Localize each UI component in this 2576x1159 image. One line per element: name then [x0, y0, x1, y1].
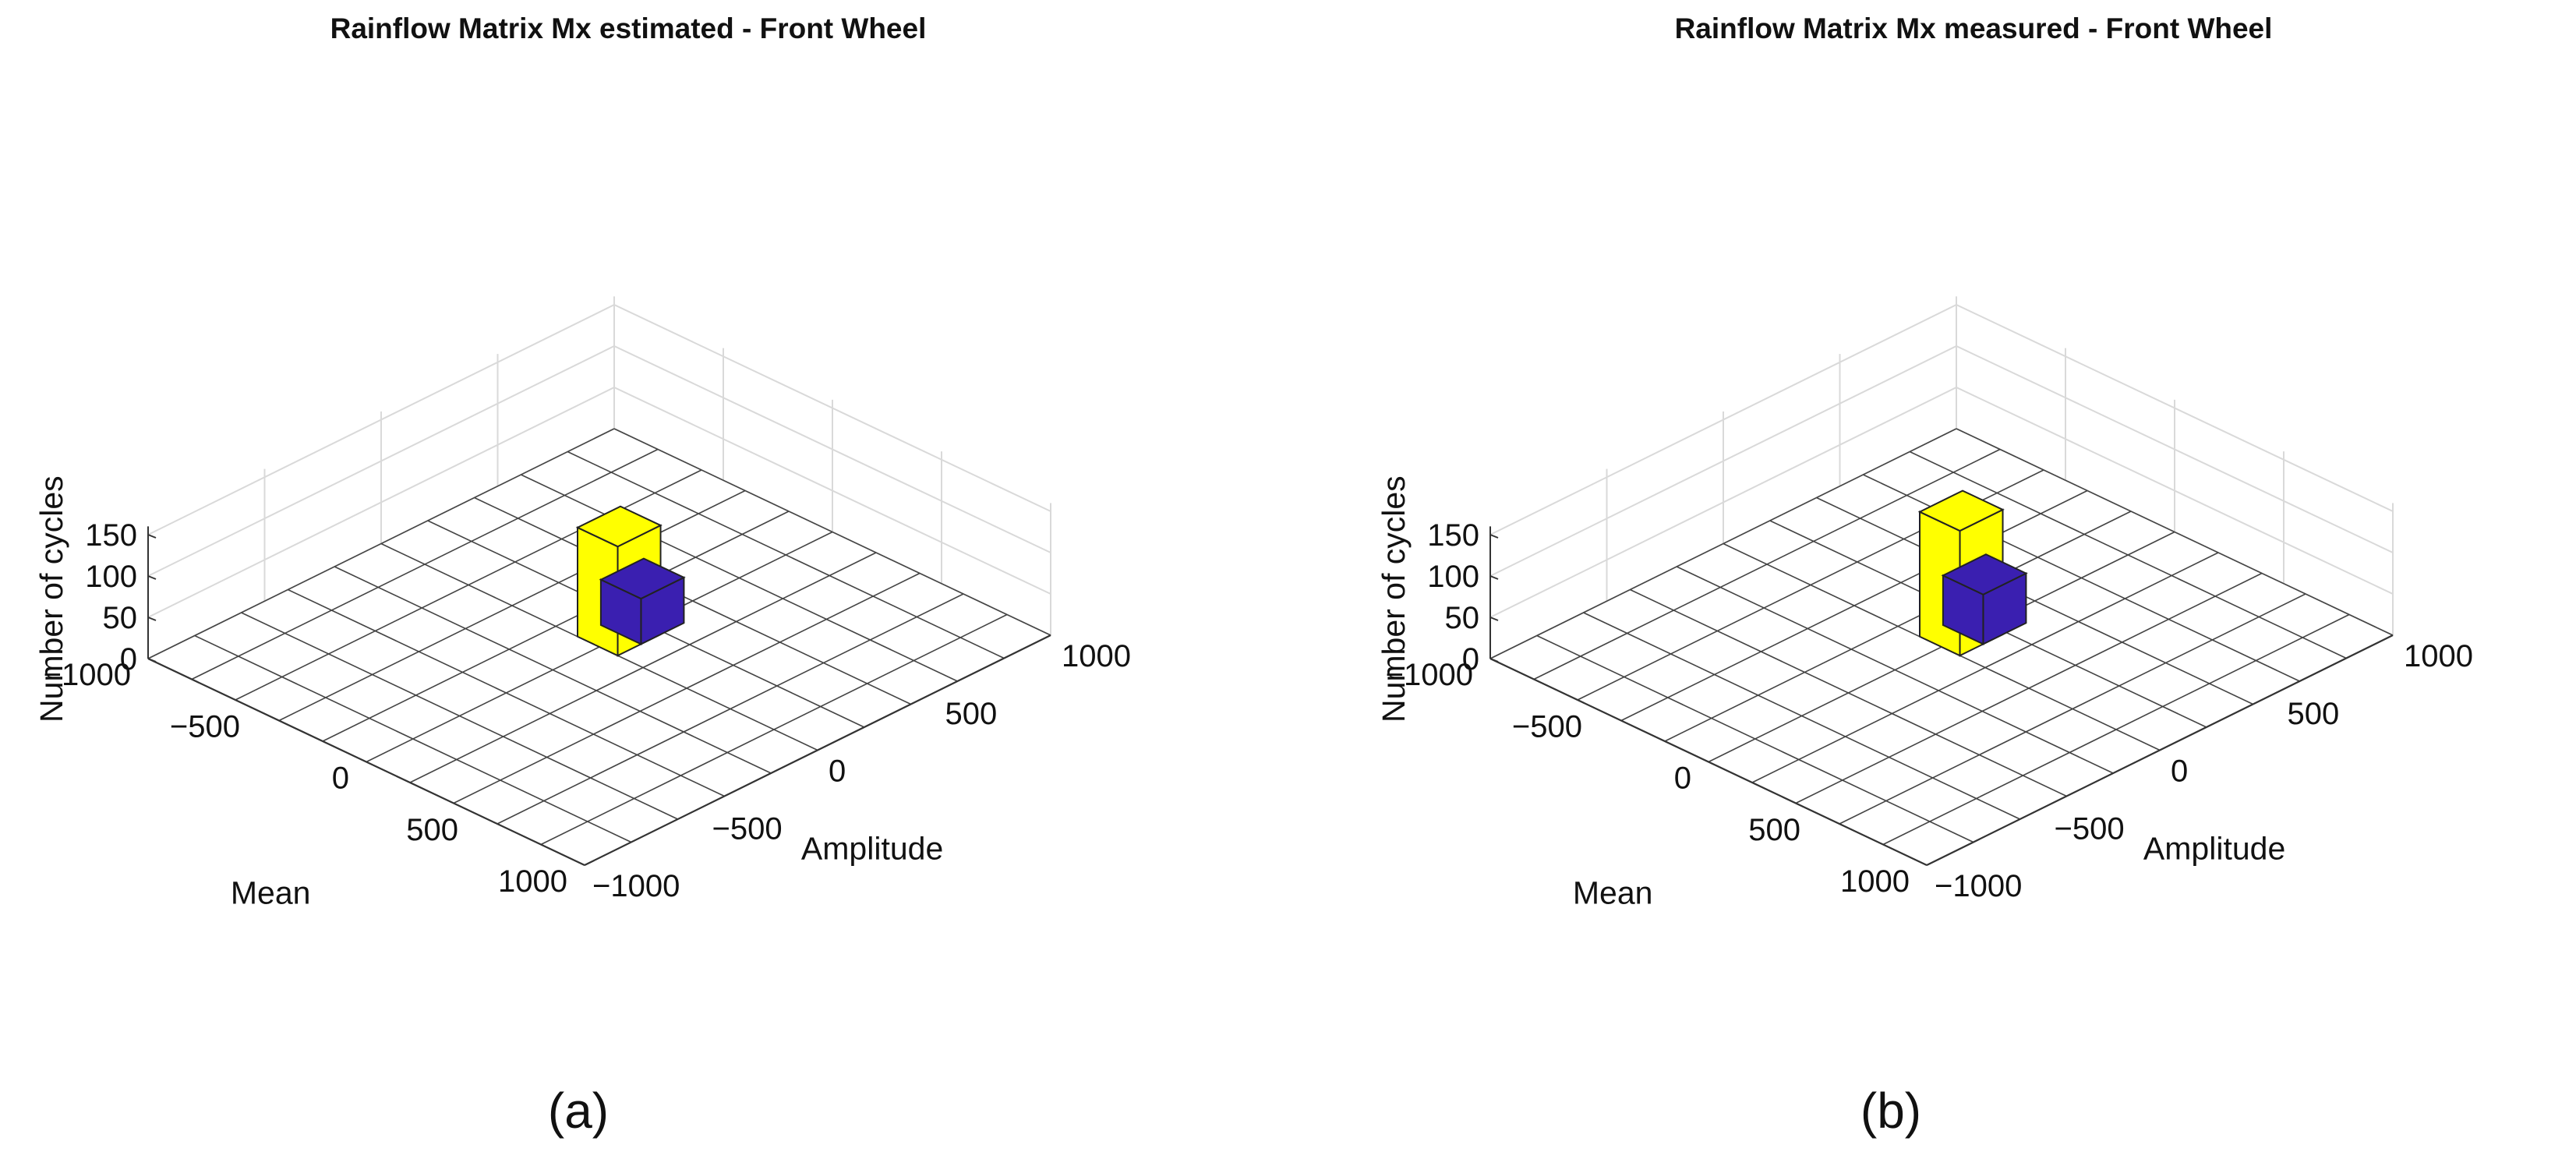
bars	[575, 505, 686, 657]
bar-face-top	[1941, 553, 2028, 595]
amplitude-axis-label: Amplitude	[2143, 830, 2285, 866]
wall-gridline	[1489, 303, 2394, 535]
mean-tick-label: 500	[1748, 813, 1800, 847]
floor-gridline	[1795, 572, 2263, 804]
axes	[147, 526, 1051, 866]
amplitude-tick-label: −500	[2055, 811, 2125, 846]
bar-face-top	[599, 557, 686, 600]
z-axis-label: Number of cycles	[1376, 475, 1412, 723]
floor-gridline	[1882, 613, 2350, 846]
floor-gridline	[1909, 451, 2347, 659]
mean-axis-line	[1489, 658, 1928, 866]
z-tick-mark	[1489, 658, 1499, 663]
wall-gridline	[1489, 386, 2394, 618]
wall-gridline	[147, 386, 1051, 618]
amplitude-tick-label: 1000	[2404, 639, 2473, 673]
bar-face-top	[575, 505, 663, 548]
z-tick-label: 150	[1427, 518, 1479, 553]
chart-panel-measured: 0 50 100 150 −1000 −500 0 500 1000 −1000 −500 0 500 1…	[1376, 12, 2473, 1139]
z-tick-mark	[1489, 575, 1499, 580]
z-tick-mark	[147, 658, 157, 663]
floor-gridline	[1751, 552, 2219, 783]
mean-tick-label: 1000	[1840, 864, 1910, 899]
z-tick-mark	[147, 575, 157, 580]
mean-axis-label: Mean	[231, 875, 311, 910]
floor-gridline	[409, 552, 877, 783]
amplitude-tick-label: 0	[2171, 754, 2188, 789]
amplitude-axis-line	[1926, 634, 2394, 866]
chart-title: Rainflow Matrix Mx estimated - Front Whe…	[330, 12, 927, 44]
floor-gridline	[474, 496, 911, 705]
mean-tick-label: −500	[170, 709, 240, 744]
floor-gridline	[496, 593, 964, 825]
z-tick-mark	[147, 617, 157, 621]
floor-gridline	[521, 474, 958, 682]
amplitude-tick-label: 500	[2288, 697, 2340, 731]
amplitude-tick-label: −1000	[592, 869, 680, 903]
amplitude-tick-label: −1000	[1935, 869, 2022, 903]
mean-tick-label: 0	[332, 761, 349, 796]
z-tick-label: 50	[1445, 601, 1480, 635]
z-tick-label: 100	[1427, 560, 1479, 594]
amplitude-tick-label: 0	[829, 754, 846, 789]
mean-tick-label: 500	[406, 813, 458, 847]
panel-caption: (a)	[548, 1083, 609, 1139]
z-tick-mark	[1489, 534, 1499, 539]
panel-caption: (b)	[1860, 1083, 1921, 1139]
mean-axis-label: Mean	[1573, 875, 1653, 910]
axes	[1489, 526, 2394, 866]
bar	[1941, 553, 2028, 645]
z-tick-label: 150	[85, 518, 137, 553]
bar-face-top	[1917, 489, 2005, 532]
amplitude-tick-label: 1000	[1062, 639, 1131, 673]
floor-gridline	[1956, 428, 2394, 636]
floor-gridline	[540, 613, 1008, 846]
mean-tick-label: −500	[1512, 709, 1582, 744]
z-tick-mark	[147, 534, 157, 539]
bars	[1917, 489, 2028, 657]
floor-gridline	[1839, 593, 2306, 825]
z-axis-label: Number of cycles	[34, 475, 69, 723]
floor-gridline	[1816, 496, 2253, 705]
bar	[599, 557, 686, 645]
mean-tick-label: −1000	[1386, 658, 1473, 692]
z-tick-label: 50	[103, 601, 138, 635]
chart-panel-estimated: 0 50 100 150 −1000 −500 0 500 1000 −1000 −500 0 500 1…	[34, 12, 1131, 1139]
floor-gridline	[453, 572, 921, 804]
mean-axis-line	[147, 658, 585, 866]
z-tick-label: 100	[85, 560, 137, 594]
z-tick-label: 0	[120, 642, 137, 677]
wall-gridline	[147, 345, 1051, 577]
wall-gridline	[1489, 345, 2394, 577]
mean-tick-label: 1000	[498, 864, 567, 899]
mean-tick-label: −1000	[44, 658, 131, 692]
mean-tick-label: 0	[1674, 761, 1691, 796]
amplitude-tick-label: 500	[945, 697, 998, 731]
z-tick-label: 0	[1462, 642, 1479, 677]
amplitude-axis-line	[584, 634, 1051, 866]
floor-gridline	[567, 451, 1005, 659]
floor-gridline	[613, 428, 1051, 636]
wall-gridline	[147, 303, 1051, 535]
amplitude-tick-label: −500	[712, 811, 783, 846]
chart-title: Rainflow Matrix Mx measured - Front Whee…	[1675, 12, 2273, 44]
z-tick-mark	[1489, 617, 1499, 621]
amplitude-axis-label: Amplitude	[801, 830, 943, 866]
